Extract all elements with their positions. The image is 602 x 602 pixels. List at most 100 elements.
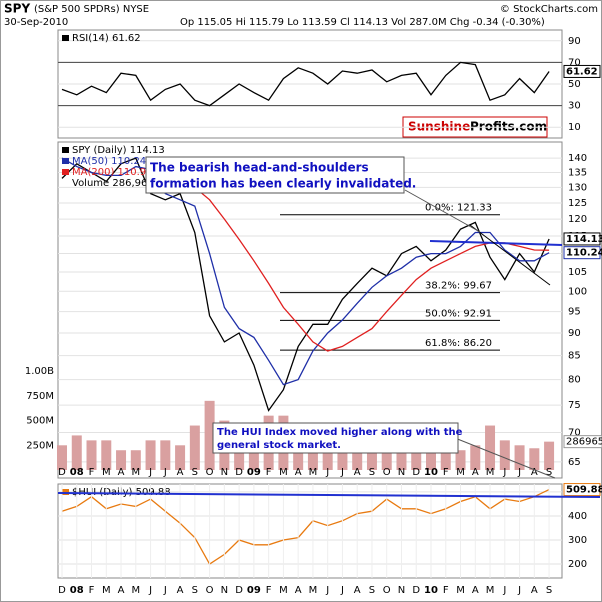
- volume-bar: [396, 450, 407, 470]
- x-tick-label: 09: [247, 585, 261, 596]
- x-tick-label: M: [456, 467, 465, 478]
- annotation-box: [212, 422, 459, 454]
- x-tick-label: 09: [247, 467, 261, 478]
- legend-entry: MA(200) 110.94: [72, 167, 153, 178]
- x-tick-label: S: [546, 585, 552, 596]
- x-tick-label: J: [517, 585, 521, 596]
- legend-entry: MA(50) 110.24: [72, 156, 146, 167]
- volume-bar: [130, 450, 141, 470]
- x-tick-label: J: [325, 585, 329, 596]
- end-label-box: [563, 232, 601, 246]
- y-tick-label: 130: [568, 182, 587, 193]
- x-tick-label: 08: [70, 585, 84, 596]
- y-tick-label: 65: [568, 457, 581, 468]
- y-tick-label: 400: [568, 511, 587, 522]
- x-tick-label: 10: [424, 585, 438, 596]
- x-tick-label: M: [309, 467, 318, 478]
- x-tick-label: M: [486, 585, 495, 596]
- end-label: 509.88: [566, 485, 602, 496]
- symbol: SPY: [4, 2, 30, 16]
- volume-bar: [411, 452, 422, 470]
- volume-bar: [337, 445, 348, 470]
- x-tick-label: M: [486, 467, 495, 478]
- x-tick-label: A: [295, 467, 302, 478]
- x-tick-label: M: [279, 467, 288, 478]
- annotation: The bearish head-and-shoulders: [150, 161, 369, 175]
- legend-swatch: [62, 35, 69, 41]
- end-label: 114.13: [566, 234, 602, 245]
- x-tick-label: M: [102, 467, 111, 478]
- x-tick-label: J: [148, 467, 152, 478]
- x-tick-label: M: [131, 585, 140, 596]
- hui-frame: [57, 483, 563, 579]
- volume-bar: [101, 440, 112, 470]
- end-label-box: [563, 64, 601, 78]
- y-tick-label: 135: [568, 167, 587, 178]
- y-tick-label: 140: [568, 153, 587, 164]
- volume-bar: [204, 400, 215, 470]
- annotation-box: [145, 156, 405, 194]
- x-tick-label: O: [206, 467, 214, 478]
- logo-part1: Sunshine: [408, 120, 470, 134]
- volume-bar: [470, 445, 481, 470]
- y-tick-label: 80: [568, 375, 581, 386]
- x-tick-label: A: [354, 585, 361, 596]
- end-label-box: [563, 435, 602, 449]
- x-tick-label: D: [58, 467, 66, 478]
- volume-tick-label: 500M: [26, 416, 54, 427]
- x-tick-label: O: [383, 467, 391, 478]
- x-tick-label: M: [102, 585, 111, 596]
- volume-bar: [116, 450, 127, 470]
- x-tick-label: D: [235, 467, 243, 478]
- volume-bar: [514, 445, 525, 470]
- x-tick-label: S: [546, 467, 552, 478]
- series-line: [150, 168, 550, 352]
- x-tick-label: D: [58, 585, 66, 596]
- x-tick-label: M: [456, 585, 465, 596]
- x-tick-label: O: [383, 585, 391, 596]
- volume-bar: [366, 445, 377, 470]
- legend-swatch: [62, 489, 69, 495]
- y-tick-label: 100: [568, 286, 587, 297]
- volume-bar: [175, 445, 186, 470]
- arrow: [404, 189, 481, 233]
- x-tick-label: A: [118, 585, 125, 596]
- trend-line: [469, 224, 551, 286]
- fib-label: 0.0%: 121.33: [425, 203, 492, 214]
- x-tick-label: J: [502, 467, 506, 478]
- volume-tick-label: 250M: [26, 440, 54, 451]
- y-tick-label: 85: [568, 351, 581, 362]
- x-tick-label: F: [89, 585, 95, 596]
- x-tick-label: J: [163, 585, 167, 596]
- x-tick-label: F: [266, 467, 272, 478]
- volume-bar: [71, 435, 82, 470]
- annotation: general stock market.: [217, 440, 341, 451]
- y-tick-label: 300: [568, 535, 587, 546]
- volume-tick-label: 750M: [26, 391, 54, 402]
- x-tick-label: N: [221, 467, 228, 478]
- x-tick-label: S: [369, 585, 375, 596]
- x-tick-label: J: [502, 585, 506, 596]
- x-tick-label: O: [206, 585, 214, 596]
- volume-bar: [160, 440, 171, 470]
- volume-bar: [86, 440, 97, 470]
- end-label: 286965: [566, 437, 602, 448]
- x-tick-label: 10: [424, 467, 438, 478]
- volume-bar: [381, 445, 392, 470]
- annotation: The HUI Index moved higher along with th…: [217, 427, 463, 438]
- x-tick-label: J: [340, 467, 344, 478]
- volume-bar: [145, 440, 156, 470]
- logo-part2: Profits.com: [470, 120, 547, 134]
- x-tick-label: D: [412, 585, 420, 596]
- volume-tick-label: 1.00B: [25, 366, 54, 377]
- volume-bar: [426, 445, 436, 470]
- x-tick-label: N: [398, 467, 405, 478]
- x-tick-label: M: [279, 585, 288, 596]
- y-tick-label: 70: [568, 57, 581, 68]
- x-tick-label: J: [163, 467, 167, 478]
- x-tick-label: J: [517, 467, 521, 478]
- x-tick-label: F: [89, 467, 95, 478]
